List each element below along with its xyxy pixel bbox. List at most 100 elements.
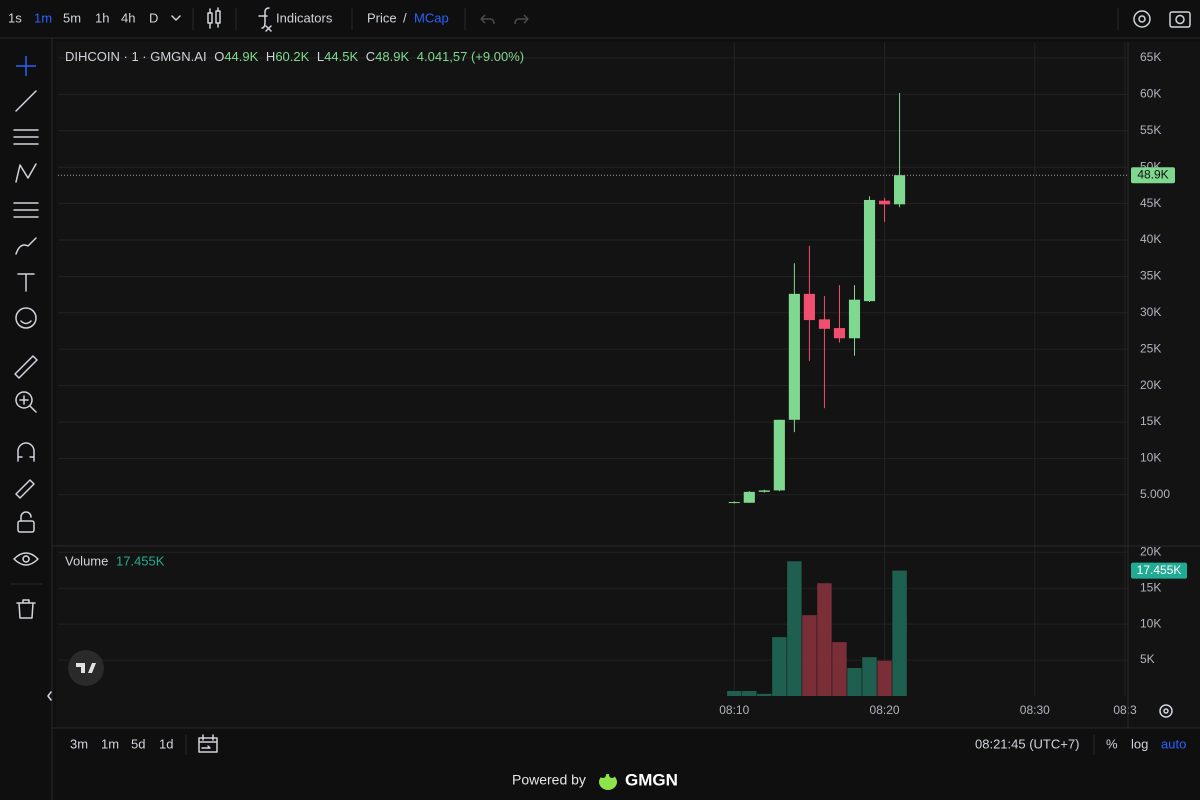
volume-bar [877,660,892,696]
y-tick-label: 65K [1140,50,1161,64]
drawing-toolbar [10,56,52,701]
candle-body [833,328,846,339]
gmgn-logo [599,772,617,790]
y-tick-label: 40K [1140,232,1161,246]
interval-active[interactable]: 1m [34,10,52,25]
trendline-tool[interactable] [15,90,37,112]
x-tick-label: 08:20 [870,703,900,717]
indicators-icon[interactable] [258,7,272,32]
y-tick-label: 20K [1140,378,1161,392]
y-tick-label: 25K [1140,341,1161,355]
y-tick-label: 30K [1140,305,1161,319]
ohlc-value: 44.9K [224,49,258,64]
x-tick-label: 08:10 [719,703,749,717]
candle-body [848,299,861,339]
overlay: 08:10 08:20 08:30 08:3 5.000 10K 15K 20K 25K 30K 3… [58,50,1187,717]
range-button[interactable]: 1d [159,736,173,751]
pattern-tool[interactable] [15,163,37,183]
undo-icon[interactable] [480,14,495,25]
y-tick-label: 10K [1140,451,1161,465]
ohlc-value: 60.2K [275,49,309,64]
candle-body [773,419,785,491]
ruler-tool[interactable] [14,355,38,379]
candle-body [818,319,830,329]
y-tick-label: 35K [1140,269,1161,283]
zoom-tool[interactable] [15,391,37,413]
fib-tool[interactable] [13,129,39,145]
interval[interactable]: D [149,10,158,25]
candle-body [863,199,876,302]
volume-bar [847,667,862,696]
ohlc-label: L [317,49,324,64]
indicators-button[interactable]: Indicators [276,10,333,25]
text-tool[interactable] [17,273,35,292]
volume-bar [772,637,787,696]
lock-draw-tool[interactable] [15,479,35,499]
volume-bar [832,642,847,696]
volume-bar [727,690,742,696]
visibility-tool[interactable] [13,552,39,566]
interval[interactable]: 5m [63,10,81,25]
range-button[interactable]: 3m [70,736,88,751]
volume-badge-label: 17.455K [1137,563,1182,577]
y-tick-label: 5K [1140,652,1155,666]
price-toggle[interactable]: Price [367,10,397,25]
legend: DIHCOIN · 1 · GMGN.AI O44.9K H60.2K L44.… [65,49,524,64]
volume-bar [892,570,907,696]
snapshot-icon[interactable] [1169,11,1191,28]
emoji-tool[interactable] [15,307,37,329]
dropdown-icon[interactable] [171,15,181,21]
plot: 08:10 08:20 08:30 08:3 5.000 10K 15K 20K 25K 30K 3… [58,42,1187,717]
collapse-button[interactable] [47,691,52,701]
interval[interactable]: 1s [8,10,22,25]
date-range-icon[interactable] [198,734,218,753]
volume-bar [757,693,772,696]
auto-toggle[interactable]: auto [1161,736,1186,751]
y-tick-label: 10K [1140,616,1161,630]
mcap-toggle[interactable]: MCap [414,10,449,25]
lock-tool[interactable] [17,511,35,533]
marks [727,92,907,696]
ohlc-label: H [266,49,275,64]
interval[interactable]: 1h [95,10,109,25]
candle-body [743,491,755,503]
magnet-tool[interactable] [17,442,35,462]
toggle-separator: / [403,10,407,25]
top-toolbar: 1s 1m 5m 1h 4h D Indicators Price / MCap [8,7,1191,32]
y-tick-label: 45K [1140,196,1161,210]
candle-body [788,293,800,420]
last-price-label: 48.9K [1137,167,1168,181]
candle-body [758,490,770,492]
delete-tool[interactable] [16,599,36,619]
y-tick-label: 15K [1140,580,1161,594]
projection-tool[interactable] [13,202,39,218]
powered-by: Powered by [512,772,586,788]
auto-scale-icon[interactable] [1159,704,1173,718]
range-button[interactable]: 1m [101,736,119,751]
volume-bar [787,561,802,696]
volume-bar [817,583,832,696]
ohlc-label: C [366,49,375,64]
volume-bar [862,657,877,696]
brush-tool[interactable] [15,237,37,255]
candle-type-icon[interactable] [207,7,221,29]
ohlc-value: 44.5K [324,49,358,64]
range-button[interactable]: 5d [131,736,145,751]
y-tick-label: 15K [1140,414,1161,428]
volume-value: 17.455K [116,553,165,568]
volume-badge [1131,562,1187,579]
log-toggle[interactable]: log [1131,736,1148,751]
crosshair-tool[interactable] [16,56,36,76]
y-tick-label: 5.000 [1140,487,1170,501]
y-tick-label: 60K [1140,87,1161,101]
settings-icon[interactable] [1133,10,1151,28]
percent-toggle[interactable]: % [1106,736,1118,751]
volume-bar [802,615,817,696]
candle-body [728,502,740,504]
x-tick-label: 08:30 [1020,703,1050,717]
redo-icon[interactable] [514,14,529,25]
interval[interactable]: 4h [121,10,135,25]
bottom-bar: 3m 1m 5d 1d 08:21:45 (UTC+7) % log auto [70,734,1186,755]
tradingview-logo [68,650,104,686]
